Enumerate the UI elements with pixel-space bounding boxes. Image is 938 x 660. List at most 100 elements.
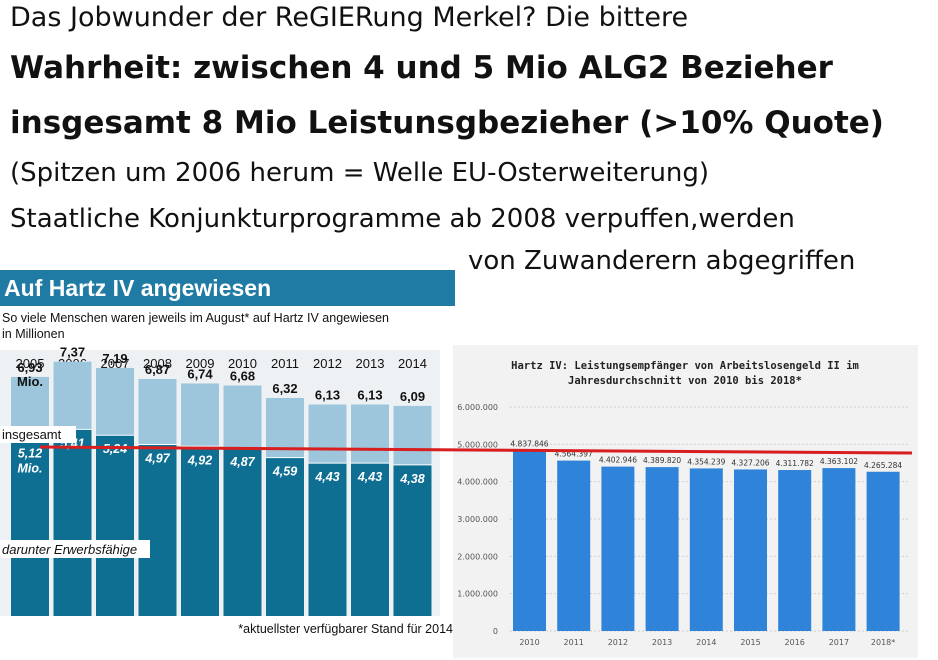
bar — [557, 460, 591, 631]
workable-bar — [53, 429, 92, 616]
headline-line-2: Wahrheit: zwischen 4 und 5 Mio ALG2 Bezi… — [10, 50, 833, 86]
bar — [734, 469, 767, 631]
total-value-label: 6,87 — [145, 362, 170, 377]
x-tick-label: 2018* — [871, 638, 895, 647]
year-label: 2009 — [186, 356, 215, 371]
alg2-recipients-bar-chart: Hartz IV: Leistungsempfänger von Arbeits… — [453, 345, 918, 658]
bar-value-label: 4.311.782 — [776, 459, 814, 468]
y-tick-label: 3.000.000 — [457, 515, 498, 524]
total-value-label: 6,32 — [272, 381, 297, 396]
headline-line-3: insgesamt 8 Mio Leistunsgbezieher (>10% … — [10, 105, 884, 141]
bar — [778, 470, 812, 631]
workable-value-label: 4,97 — [144, 452, 170, 466]
y-tick-label: 2.000.000 — [457, 552, 498, 561]
workable-value-label: 4,38 — [399, 472, 424, 486]
x-tick-label: 2011 — [564, 638, 584, 647]
chart-title-line-2: Jahresdurchschnitt von 2010 bis 2018* — [568, 375, 802, 387]
bar — [645, 467, 679, 631]
chart-title: Auf Hartz IV angewiesen — [4, 275, 271, 301]
headline-line-6: von Zuwanderern abgegriffen — [468, 246, 856, 276]
red-trend-line — [39, 445, 913, 455]
bar-value-label: 4.564.397 — [555, 450, 593, 459]
total-value-label: 6,13 — [315, 388, 340, 403]
workable-value-label: 4,92 — [187, 453, 212, 467]
total-bar — [181, 383, 219, 447]
x-tick-label: 2015 — [740, 638, 760, 647]
workable-bar — [351, 463, 389, 616]
total-value-label: 6,13 — [357, 388, 382, 403]
x-tick-label: 2010 — [519, 638, 539, 647]
y-tick-label: 4.000.000 — [457, 478, 498, 487]
total-value-label: 6,74 — [187, 366, 213, 381]
year-label: 2014 — [398, 356, 427, 371]
total-value-label: 7,19 — [102, 351, 127, 366]
bar-value-label: 4.389.820 — [643, 456, 681, 465]
total-bar — [393, 405, 432, 465]
x-tick-label: 2013 — [652, 638, 672, 647]
y-tick-label: 5.000.000 — [457, 440, 498, 449]
year-label: 2011 — [271, 356, 299, 371]
total-bar — [351, 404, 389, 464]
chart-footnote: *aktuellster verfügbarer Stand für 2014 — [238, 622, 453, 636]
legend-total-label: insgesamt — [2, 427, 62, 442]
year-label: 2007 — [101, 356, 130, 371]
year-label: 2008 — [143, 356, 172, 371]
headline-line-4: (Spitzen um 2006 herum = Welle EU-Osterw… — [10, 158, 710, 188]
x-tick-label: 2014 — [696, 638, 716, 647]
chart-subtitle: So viele Menschen waren jeweils im Augus… — [2, 311, 389, 325]
x-tick-label: 2012 — [608, 638, 628, 647]
workable-bar — [138, 444, 177, 616]
chart-title-bar — [0, 270, 455, 306]
total-bar — [223, 385, 262, 448]
y-tick-label: 0 — [493, 627, 498, 636]
bar — [689, 468, 723, 631]
x-tick-label: 2016 — [785, 638, 805, 647]
headline-line-5: Staatliche Konjunkturprogramme ab 2008 v… — [10, 204, 795, 234]
y-tick-label: 1.000.000 — [457, 590, 498, 599]
workable-value-label: 4,43 — [357, 470, 382, 484]
workable-value-label: 4,59 — [272, 465, 297, 479]
total-bar — [138, 378, 177, 445]
headline-line-1: Das Jobwunder der ReGIERung Merkel? Die … — [10, 2, 689, 33]
workable-bar — [266, 457, 304, 616]
y-tick-label: 6.000.000 — [457, 403, 498, 412]
total-value-label: 6,68 — [230, 369, 255, 384]
bar — [601, 466, 635, 631]
workable-bar — [308, 463, 347, 616]
bar — [866, 471, 900, 631]
total-bar — [96, 367, 134, 436]
bar-value-label: 4.837.846 — [510, 439, 548, 448]
legend-workable-label: darunter Erwerbsfähige — [2, 542, 137, 557]
chart-unit-note: in Millionen — [2, 327, 65, 341]
bar-value-label: 4.402.946 — [599, 456, 637, 465]
total-unit-label: Mio. — [17, 374, 43, 389]
total-value-label: 6,09 — [400, 389, 425, 404]
bar-value-label: 4.265.284 — [864, 461, 902, 470]
workable-bar — [181, 446, 219, 616]
bar-value-label: 4.363.102 — [820, 457, 858, 466]
bar — [822, 468, 856, 631]
legend-total-box — [0, 426, 76, 443]
total-value-label: 6,93 — [17, 360, 42, 375]
x-tick-label: 2017 — [829, 638, 849, 647]
workable-bar — [11, 439, 49, 616]
year-label: 2005 — [16, 356, 45, 371]
workable-bar — [393, 464, 432, 616]
total-bar — [308, 404, 347, 464]
chart-title-line-1: Hartz IV: Leistungsempfänger von Arbeits… — [511, 360, 859, 372]
total-bar — [53, 361, 92, 430]
workable-bar — [223, 447, 262, 616]
hartz-iv-bar-chart: Auf Hartz IV angewiesen So viele Mensche… — [0, 270, 455, 636]
year-label: 2013 — [356, 356, 385, 371]
bar-value-label: 4.354.239 — [687, 457, 725, 466]
year-label: 2010 — [228, 356, 257, 371]
bar-value-label: 4.327.206 — [731, 458, 769, 467]
bar — [513, 450, 546, 631]
workable-value-label: 4,43 — [314, 470, 339, 484]
workable-bar — [96, 435, 134, 616]
total-value-label: 7,37 — [60, 345, 85, 360]
workable-value-label: 4,87 — [229, 455, 255, 469]
workable-unit-label: Mio. — [18, 461, 43, 475]
year-label: 2012 — [313, 356, 342, 371]
